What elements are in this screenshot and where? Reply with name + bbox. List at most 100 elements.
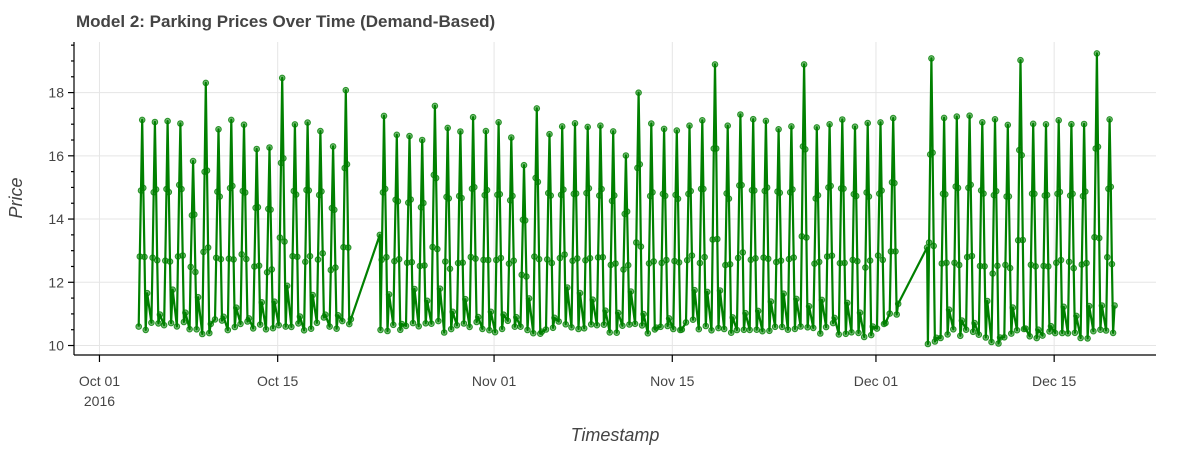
price-point — [305, 120, 311, 126]
price-point — [741, 327, 747, 333]
price-point — [726, 196, 732, 202]
price-point — [727, 262, 733, 268]
price-point — [777, 190, 783, 196]
price-point — [664, 257, 670, 263]
price-point — [938, 335, 944, 341]
price-point — [687, 123, 693, 129]
price-point — [454, 323, 460, 329]
price-point — [268, 207, 274, 213]
price-point — [166, 189, 172, 195]
price-point — [450, 309, 456, 315]
price-point — [301, 328, 307, 334]
price-point — [730, 315, 736, 321]
price-point — [1019, 152, 1025, 158]
price-point — [180, 253, 186, 259]
price-point — [330, 144, 336, 150]
price-point — [181, 319, 187, 325]
price-point — [614, 330, 620, 336]
price-point — [293, 192, 299, 198]
price-point — [1005, 122, 1011, 128]
price-point — [840, 117, 846, 123]
price-point — [436, 318, 442, 324]
price-point — [279, 75, 285, 81]
price-point — [841, 186, 847, 192]
price-point — [1057, 189, 1063, 195]
price-point — [550, 325, 556, 331]
price-point — [976, 332, 982, 338]
price-point — [241, 122, 247, 128]
price-point — [666, 316, 672, 322]
price-point — [416, 324, 422, 330]
price-point — [204, 168, 210, 174]
price-point — [951, 327, 957, 333]
price-point — [868, 332, 874, 338]
price-point — [755, 308, 761, 314]
price-point — [880, 257, 886, 263]
price-point — [289, 324, 295, 330]
price-point — [573, 191, 579, 197]
price-point — [549, 260, 555, 266]
price-point — [753, 255, 759, 261]
price-point — [284, 283, 290, 289]
price-point — [234, 305, 240, 311]
price-point — [865, 120, 871, 126]
price-point — [684, 257, 690, 263]
price-point — [524, 274, 530, 280]
price-point — [526, 296, 532, 302]
price-point — [856, 330, 862, 336]
price-point — [1083, 189, 1089, 195]
price-point — [1066, 259, 1072, 265]
x-tick-label: Oct 15 — [257, 373, 298, 389]
price-point — [613, 261, 619, 267]
price-point — [332, 207, 338, 213]
price-point — [307, 253, 313, 259]
price-point — [267, 145, 273, 151]
price-point — [600, 254, 606, 260]
price-point — [857, 310, 863, 316]
price-point — [398, 327, 404, 333]
price-point — [412, 286, 418, 292]
price-point — [1023, 326, 1029, 332]
price-point — [955, 185, 961, 191]
price-point — [740, 250, 746, 256]
price-point — [624, 209, 630, 215]
price-point — [207, 330, 213, 336]
price-point — [1072, 330, 1078, 336]
price-point — [421, 200, 427, 206]
price-point — [636, 90, 642, 96]
price-point — [925, 341, 931, 347]
price-point — [314, 320, 320, 326]
price-point — [183, 310, 189, 316]
price-point — [443, 259, 449, 265]
price-point — [805, 325, 811, 331]
price-point — [499, 326, 505, 332]
price-point — [738, 112, 744, 118]
price-point — [221, 314, 227, 320]
price-point — [586, 186, 592, 192]
price-point — [259, 300, 265, 306]
price-point — [1109, 261, 1115, 267]
price-point — [1107, 117, 1113, 123]
price-point — [674, 128, 680, 134]
price-point — [467, 324, 473, 330]
price-point — [645, 331, 651, 337]
price-point — [750, 116, 756, 122]
price-point — [384, 254, 390, 260]
price-point — [941, 115, 947, 121]
price-point — [778, 258, 784, 264]
price-point — [779, 324, 785, 330]
price-point — [943, 192, 949, 198]
price-point — [790, 187, 796, 193]
price-point — [246, 316, 252, 322]
price-point — [894, 312, 900, 318]
price-point — [969, 253, 975, 259]
price-point — [715, 236, 721, 242]
price-point — [563, 322, 569, 328]
price-point — [340, 318, 346, 324]
price-point — [201, 249, 207, 255]
price-point — [601, 322, 607, 328]
price-point — [1046, 264, 1052, 270]
price-point — [522, 218, 528, 224]
price-point — [208, 321, 214, 327]
price-point — [717, 288, 723, 294]
